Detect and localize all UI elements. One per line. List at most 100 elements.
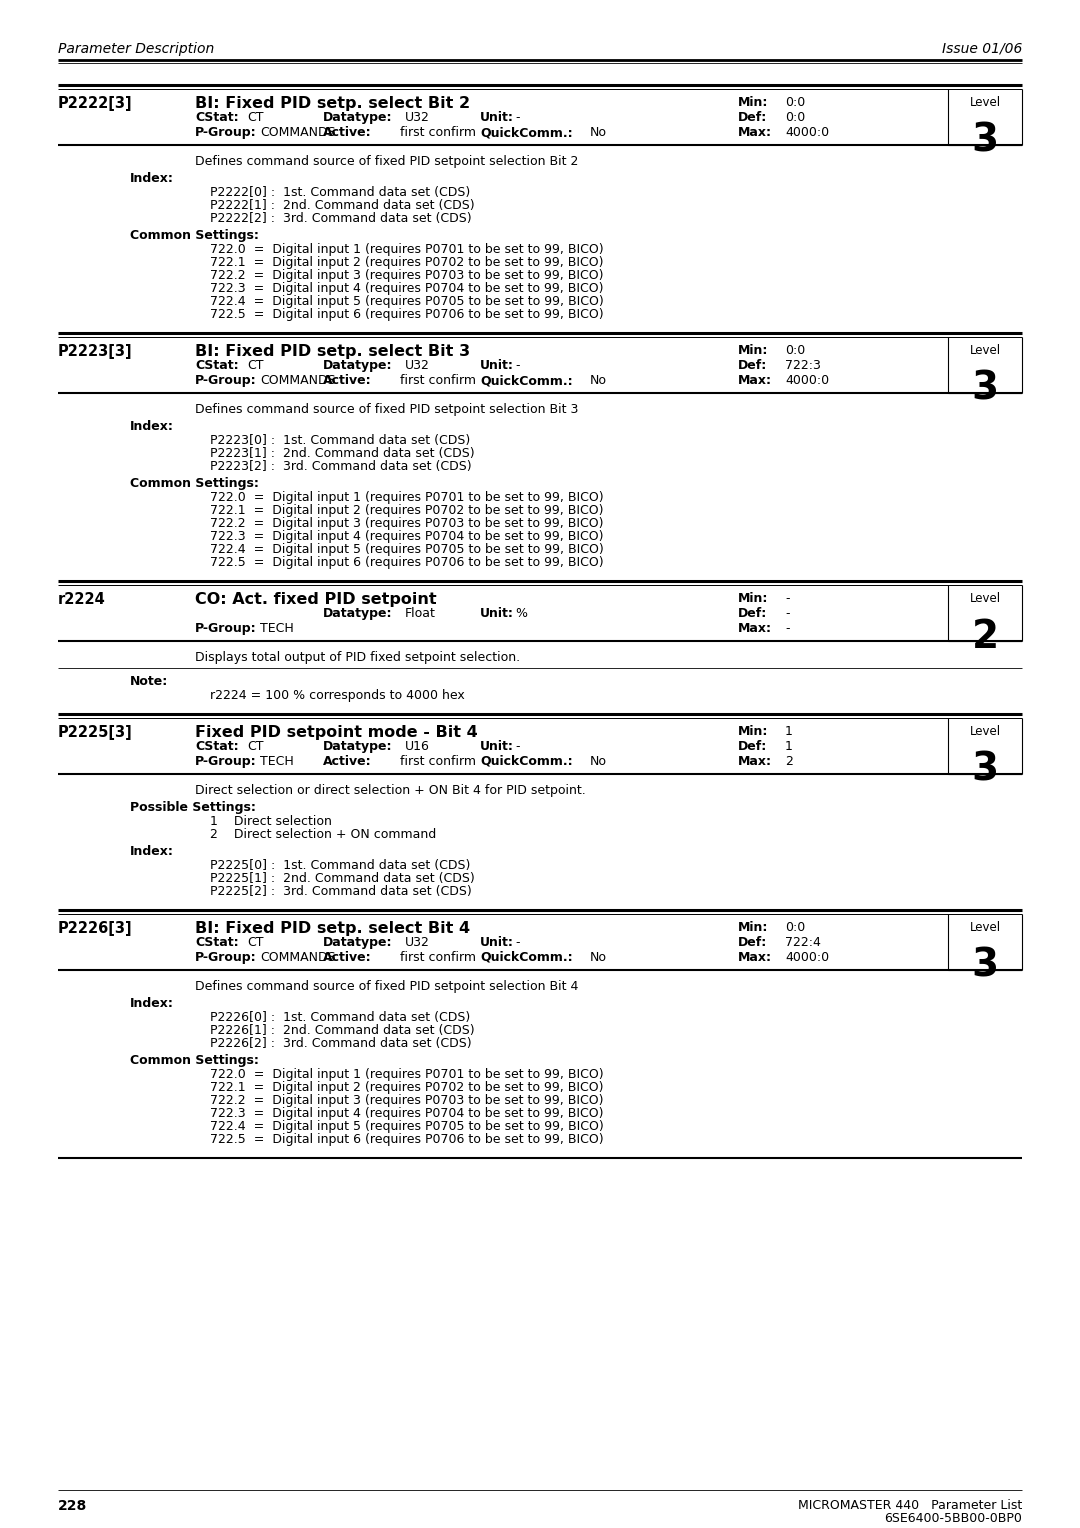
Text: P2225[3]: P2225[3] (58, 724, 133, 740)
Text: 722.1  =  Digital input 2 (requires P0702 to be set to 99, BICO): 722.1 = Digital input 2 (requires P0702 … (210, 1080, 604, 1094)
Text: r2224 = 100 % corresponds to 4000 hex: r2224 = 100 % corresponds to 4000 hex (210, 689, 464, 701)
Text: Min:: Min: (738, 724, 768, 738)
Text: 722.4  =  Digital input 5 (requires P0705 to be set to 99, BICO): 722.4 = Digital input 5 (requires P0705 … (210, 1120, 604, 1132)
Text: Unit:: Unit: (480, 937, 514, 949)
Text: -: - (515, 112, 519, 124)
Text: QuickComm.:: QuickComm.: (480, 374, 572, 387)
Text: Index:: Index: (130, 420, 174, 432)
Text: P2226[1] :  2nd. Command data set (CDS): P2226[1] : 2nd. Command data set (CDS) (210, 1024, 474, 1038)
Text: 722.5  =  Digital input 6 (requires P0706 to be set to 99, BICO): 722.5 = Digital input 6 (requires P0706 … (210, 556, 604, 568)
Text: 3: 3 (971, 370, 999, 408)
Text: 0:0: 0:0 (785, 344, 806, 358)
Text: 722.1  =  Digital input 2 (requires P0702 to be set to 99, BICO): 722.1 = Digital input 2 (requires P0702 … (210, 504, 604, 516)
Text: 722.5  =  Digital input 6 (requires P0706 to be set to 99, BICO): 722.5 = Digital input 6 (requires P0706 … (210, 1132, 604, 1146)
Text: Datatype:: Datatype: (323, 359, 392, 371)
Text: P-Group:: P-Group: (195, 125, 257, 139)
Text: P2223[1] :  2nd. Command data set (CDS): P2223[1] : 2nd. Command data set (CDS) (210, 448, 474, 460)
Text: P2222[2] :  3rd. Command data set (CDS): P2222[2] : 3rd. Command data set (CDS) (210, 212, 472, 225)
Text: Defines command source of fixed PID setpoint selection Bit 2: Defines command source of fixed PID setp… (195, 154, 579, 168)
Text: CT: CT (247, 937, 264, 949)
Text: CT: CT (247, 359, 264, 371)
Text: No: No (590, 125, 607, 139)
Text: 0:0: 0:0 (785, 921, 806, 934)
Text: Common Settings:: Common Settings: (130, 229, 259, 241)
Text: Max:: Max: (738, 950, 772, 964)
Text: Min:: Min: (738, 344, 768, 358)
Text: Def:: Def: (738, 607, 767, 620)
Text: Level: Level (970, 344, 1000, 358)
Text: first confirm: first confirm (400, 125, 476, 139)
Text: COMMANDS: COMMANDS (260, 125, 336, 139)
Text: No: No (590, 755, 607, 769)
Text: 6SE6400-5BB00-0BP0: 6SE6400-5BB00-0BP0 (885, 1513, 1022, 1525)
Text: Direct selection or direct selection + ON Bit 4 for PID setpoint.: Direct selection or direct selection + O… (195, 784, 585, 798)
Text: P2225[0] :  1st. Command data set (CDS): P2225[0] : 1st. Command data set (CDS) (210, 859, 471, 872)
Text: CStat:: CStat: (195, 112, 239, 124)
Text: Datatype:: Datatype: (323, 607, 392, 620)
Text: Active:: Active: (323, 125, 372, 139)
Text: P-Group:: P-Group: (195, 755, 257, 769)
Text: Level: Level (970, 96, 1000, 108)
Text: 722.1  =  Digital input 2 (requires P0702 to be set to 99, BICO): 722.1 = Digital input 2 (requires P0702 … (210, 257, 604, 269)
Text: 1: 1 (785, 740, 793, 753)
Text: CT: CT (247, 740, 264, 753)
Text: 722.2  =  Digital input 3 (requires P0703 to be set to 99, BICO): 722.2 = Digital input 3 (requires P0703 … (210, 516, 604, 530)
Text: CO: Act. fixed PID setpoint: CO: Act. fixed PID setpoint (195, 591, 436, 607)
Text: P2225[2] :  3rd. Command data set (CDS): P2225[2] : 3rd. Command data set (CDS) (210, 885, 472, 898)
Text: U16: U16 (405, 740, 430, 753)
Text: 722.0  =  Digital input 1 (requires P0701 to be set to 99, BICO): 722.0 = Digital input 1 (requires P0701 … (210, 1068, 604, 1080)
Text: Level: Level (970, 591, 1000, 605)
Text: 0:0: 0:0 (785, 96, 806, 108)
Text: Level: Level (970, 724, 1000, 738)
Text: -: - (785, 607, 789, 620)
Text: 2    Direct selection + ON command: 2 Direct selection + ON command (210, 828, 436, 840)
Text: first confirm: first confirm (400, 755, 476, 769)
Text: Min:: Min: (738, 591, 768, 605)
Text: Defines command source of fixed PID setpoint selection Bit 3: Defines command source of fixed PID setp… (195, 403, 579, 416)
Text: Fixed PID setpoint mode - Bit 4: Fixed PID setpoint mode - Bit 4 (195, 724, 477, 740)
Text: -: - (515, 740, 519, 753)
Text: P2226[3]: P2226[3] (58, 921, 133, 937)
Text: 722.0  =  Digital input 1 (requires P0701 to be set to 99, BICO): 722.0 = Digital input 1 (requires P0701 … (210, 243, 604, 257)
Text: Max:: Max: (738, 622, 772, 636)
Text: No: No (590, 950, 607, 964)
Text: Def:: Def: (738, 112, 767, 124)
Text: -: - (515, 359, 519, 371)
Text: QuickComm.:: QuickComm.: (480, 755, 572, 769)
Text: CStat:: CStat: (195, 740, 239, 753)
Text: 3: 3 (971, 946, 999, 984)
Text: Active:: Active: (323, 374, 372, 387)
Text: Common Settings:: Common Settings: (130, 477, 259, 490)
Text: Index:: Index: (130, 996, 174, 1010)
Text: P2226[2] :  3rd. Command data set (CDS): P2226[2] : 3rd. Command data set (CDS) (210, 1038, 472, 1050)
Text: 2: 2 (785, 755, 793, 769)
Text: Min:: Min: (738, 921, 768, 934)
Text: QuickComm.:: QuickComm.: (480, 125, 572, 139)
Text: Displays total output of PID fixed setpoint selection.: Displays total output of PID fixed setpo… (195, 651, 521, 665)
Text: 722.2  =  Digital input 3 (requires P0703 to be set to 99, BICO): 722.2 = Digital input 3 (requires P0703 … (210, 1094, 604, 1106)
Text: 1: 1 (785, 724, 793, 738)
Text: Datatype:: Datatype: (323, 937, 392, 949)
Text: 4000:0: 4000:0 (785, 950, 829, 964)
Text: No: No (590, 374, 607, 387)
Text: r2224: r2224 (58, 591, 106, 607)
Text: P2226[0] :  1st. Command data set (CDS): P2226[0] : 1st. Command data set (CDS) (210, 1012, 470, 1024)
Text: 722:4: 722:4 (785, 937, 821, 949)
Text: Active:: Active: (323, 755, 372, 769)
Text: TECH: TECH (260, 622, 294, 636)
Text: Unit:: Unit: (480, 740, 514, 753)
Text: Level: Level (970, 921, 1000, 934)
Text: U32: U32 (405, 112, 430, 124)
Text: P-Group:: P-Group: (195, 622, 257, 636)
Text: 722:3: 722:3 (785, 359, 821, 371)
Text: TECH: TECH (260, 755, 294, 769)
Text: Float: Float (405, 607, 436, 620)
Text: Possible Settings:: Possible Settings: (130, 801, 256, 814)
Text: Unit:: Unit: (480, 607, 514, 620)
Text: 722.3  =  Digital input 4 (requires P0704 to be set to 99, BICO): 722.3 = Digital input 4 (requires P0704 … (210, 283, 604, 295)
Text: U32: U32 (405, 359, 430, 371)
Text: 0:0: 0:0 (785, 112, 806, 124)
Text: P2225[1] :  2nd. Command data set (CDS): P2225[1] : 2nd. Command data set (CDS) (210, 872, 475, 885)
Text: first confirm: first confirm (400, 374, 476, 387)
Text: P2223[2] :  3rd. Command data set (CDS): P2223[2] : 3rd. Command data set (CDS) (210, 460, 472, 474)
